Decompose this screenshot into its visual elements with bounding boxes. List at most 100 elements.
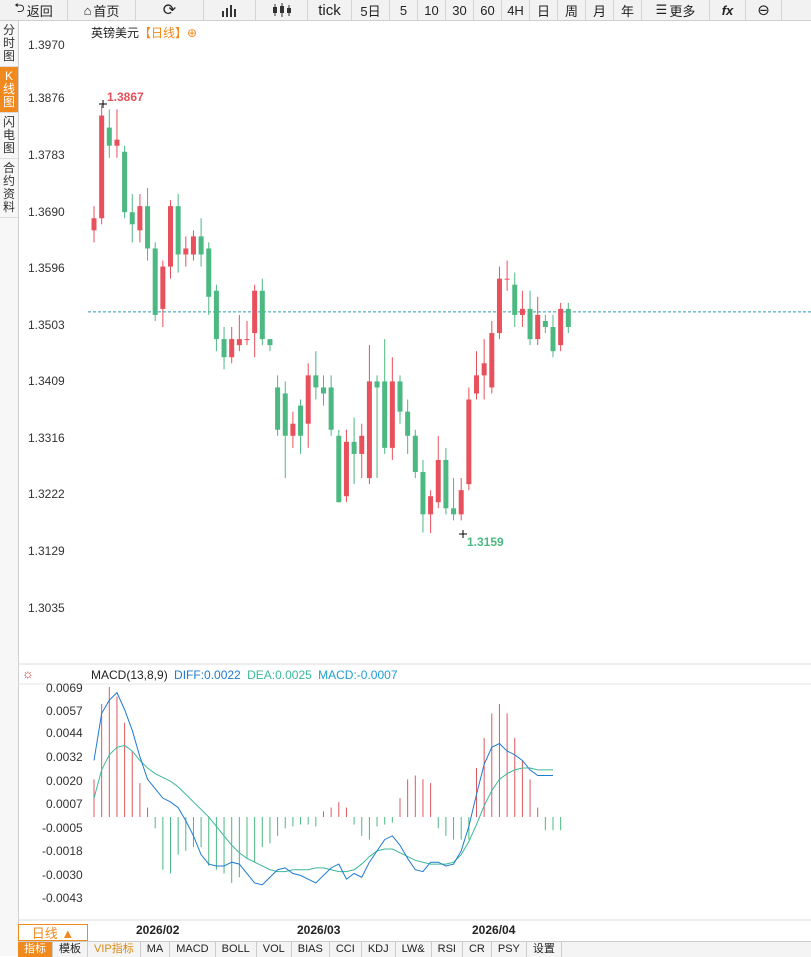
macd-diff-value: DIFF:0.0022 [174, 668, 241, 682]
tab-template[interactable]: 模板 [53, 942, 88, 957]
date-tick: 2026/04 [472, 923, 516, 937]
high-price-annotation: 1.3867 [107, 90, 144, 104]
bar-chart-icon [221, 5, 236, 17]
macd-tick: -0.0018 [42, 844, 83, 858]
price-tick: 1.3222 [28, 487, 65, 501]
period-5-button[interactable]: 5 [390, 0, 418, 20]
candle-body [328, 387, 334, 430]
tab-psy[interactable]: PSY [492, 942, 527, 957]
period-30-button[interactable]: 30 [446, 0, 474, 20]
zoom-out-button[interactable]: ⊖ [746, 0, 782, 20]
candle-body [244, 339, 250, 341]
macd-legend: MACD(13,8,9) DIFF:0.0022 DEA:0.0025 MACD… [91, 668, 398, 682]
refresh-button[interactable]: ⟳ [136, 0, 204, 20]
tab-vip-indicator[interactable]: VIP指标 [88, 942, 141, 957]
chart-type-button[interactable] [204, 0, 256, 20]
indicator-tabs: 指标 模板 VIP指标 MA MACD BOLL VOL BIAS CCI KD… [18, 941, 811, 957]
candle-body [275, 387, 281, 430]
candlestick-icon [272, 3, 291, 17]
candle-body [152, 248, 158, 315]
candle-body [466, 399, 472, 485]
period-day-button[interactable]: 日 [530, 0, 558, 20]
candle-body [267, 339, 273, 346]
candle-body [290, 423, 296, 436]
candle-body [389, 381, 395, 448]
period-week-button[interactable]: 周 [558, 0, 586, 20]
back-arrow-icon: ⮌ [14, 0, 25, 15]
candle-body [183, 248, 189, 255]
candle-body [229, 339, 235, 358]
tab-lw[interactable]: LW& [396, 942, 432, 957]
tab-rsi[interactable]: RSI [432, 942, 463, 957]
formula-button[interactable]: fx [710, 0, 746, 20]
macd-tick: 0.0044 [46, 726, 83, 740]
period-label: 5 [399, 2, 408, 18]
candle-body [512, 284, 518, 315]
period-label: 60 [480, 2, 495, 18]
period-5day-button[interactable]: 5日 [352, 0, 390, 20]
sidebar-item-flash[interactable]: 闪电图 [0, 113, 18, 159]
zoom-out-icon: ⊖ [757, 2, 770, 19]
macd-tick: -0.0005 [42, 821, 83, 835]
left-sidebar: 分时图 K线图 闪电图 合约资料 [0, 21, 19, 956]
sidebar-item-timeshare[interactable]: 分时图 [0, 21, 18, 67]
period-year-button[interactable]: 年 [614, 0, 642, 20]
back-button[interactable]: ⮌ 返回 [0, 0, 68, 20]
price-tick: 1.3503 [28, 318, 65, 332]
tab-cr[interactable]: CR [463, 942, 492, 957]
tab-vol[interactable]: VOL [257, 942, 292, 957]
tab-settings[interactable]: 设置 [527, 942, 562, 957]
candle-body [236, 339, 242, 346]
candle-body [252, 290, 258, 334]
candle-body [382, 381, 388, 448]
period-selector[interactable]: 日线 ▲ [18, 924, 88, 941]
candlestick-button[interactable] [256, 0, 308, 20]
home-button[interactable]: ⌂ 首页 [68, 0, 136, 20]
date-tick: 2026/02 [136, 923, 180, 937]
sidebar-item-contract[interactable]: 合约资料 [0, 159, 18, 218]
home-icon: ⌂ [83, 2, 92, 18]
candle-body [428, 496, 434, 515]
candle-body [481, 363, 487, 376]
candle-body [542, 320, 548, 328]
candle-body [558, 308, 564, 346]
period-60-button[interactable]: 60 [474, 0, 502, 20]
tab-kdj[interactable]: KDJ [362, 942, 396, 957]
macd-tick: -0.0043 [42, 891, 83, 905]
settings-sun-icon[interactable]: ☼ [22, 666, 34, 681]
macd-tick: 0.0057 [46, 704, 83, 718]
candle-body [359, 435, 365, 454]
date-tick: 2026/03 [297, 923, 341, 937]
period-10-button[interactable]: 10 [418, 0, 446, 20]
period-month-button[interactable]: 月 [586, 0, 614, 20]
tab-macd[interactable]: MACD [170, 942, 216, 957]
tick-button[interactable]: tick [308, 0, 352, 20]
candle-body [313, 375, 319, 388]
tab-boll[interactable]: BOLL [216, 942, 257, 957]
candle-body [550, 327, 556, 352]
candle-body [168, 206, 173, 267]
tab-ma[interactable]: MA [141, 942, 171, 957]
tab-cci[interactable]: CCI [330, 942, 362, 957]
more-button[interactable]: ☰ 更多 [642, 0, 710, 20]
period-label: 4H [507, 2, 524, 18]
candle-body [137, 206, 143, 231]
period-tag: 【日线】 [139, 26, 188, 40]
period-label: 10 [424, 2, 439, 18]
tab-indicator[interactable]: 指标 [18, 942, 53, 957]
candle-body [374, 381, 380, 388]
candle-body [474, 375, 479, 394]
candle-body [527, 308, 533, 340]
macd-dea-line [93, 744, 553, 873]
macd-tick: -0.0030 [42, 868, 83, 882]
sidebar-item-kline[interactable]: K线图 [0, 67, 18, 113]
candle-body [489, 333, 495, 388]
candle-body [122, 151, 128, 213]
period-4h-button[interactable]: 4H [502, 0, 530, 20]
candle-body [321, 387, 326, 394]
macd-title: MACD(13,8,9) [91, 668, 168, 682]
price-tick: 1.3783 [28, 148, 65, 162]
add-icon[interactable]: ⊕ [187, 26, 198, 40]
tab-bias[interactable]: BIAS [292, 942, 330, 957]
